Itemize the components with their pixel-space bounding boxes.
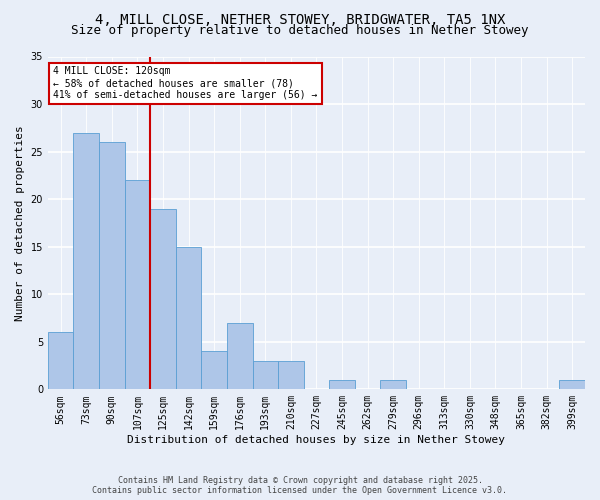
Bar xyxy=(329,380,355,390)
Bar xyxy=(227,323,253,390)
Bar xyxy=(202,352,227,390)
Text: 4 MILL CLOSE: 120sqm
← 58% of detached houses are smaller (78)
41% of semi-detac: 4 MILL CLOSE: 120sqm ← 58% of detached h… xyxy=(53,66,317,100)
Bar xyxy=(73,132,99,390)
Bar xyxy=(99,142,125,390)
Text: Size of property relative to detached houses in Nether Stowey: Size of property relative to detached ho… xyxy=(71,24,529,37)
X-axis label: Distribution of detached houses by size in Nether Stowey: Distribution of detached houses by size … xyxy=(127,435,505,445)
Bar xyxy=(150,208,176,390)
Bar xyxy=(253,361,278,390)
Bar xyxy=(278,361,304,390)
Bar xyxy=(380,380,406,390)
Text: 4, MILL CLOSE, NETHER STOWEY, BRIDGWATER, TA5 1NX: 4, MILL CLOSE, NETHER STOWEY, BRIDGWATER… xyxy=(95,12,505,26)
Y-axis label: Number of detached properties: Number of detached properties xyxy=(15,125,25,321)
Bar xyxy=(559,380,585,390)
Bar xyxy=(125,180,150,390)
Text: Contains HM Land Registry data © Crown copyright and database right 2025.
Contai: Contains HM Land Registry data © Crown c… xyxy=(92,476,508,495)
Bar xyxy=(48,332,73,390)
Bar xyxy=(176,246,202,390)
